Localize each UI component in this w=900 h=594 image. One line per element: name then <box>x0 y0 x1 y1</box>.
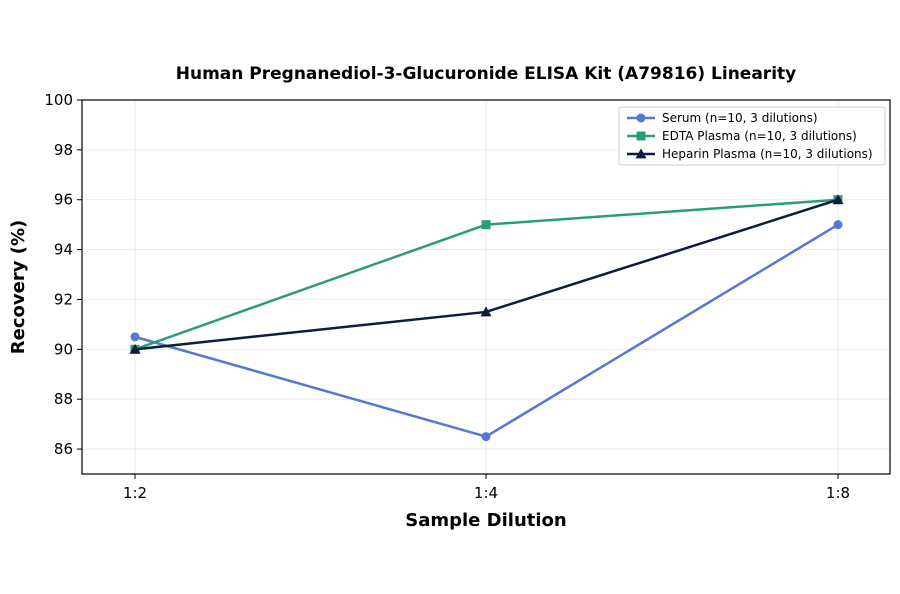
data-point <box>481 220 491 230</box>
legend-label: Heparin Plasma (n=10, 3 dilutions) <box>662 147 873 161</box>
series-1 <box>130 195 843 354</box>
data-point <box>480 306 492 317</box>
legend-marker <box>636 113 646 123</box>
x-axis-label: Sample Dilution <box>405 510 566 531</box>
data-point <box>130 332 140 342</box>
y-tick-label: 88 <box>54 390 73 408</box>
legend-item: EDTA Plasma (n=10, 3 dilutions) <box>627 129 857 143</box>
legend-marker <box>635 148 647 159</box>
y-tick-label: 92 <box>54 290 73 308</box>
x-tick-label: 1:2 <box>123 484 147 502</box>
series-layer <box>129 194 844 442</box>
y-tick-label: 94 <box>54 241 73 259</box>
series-2 <box>129 194 844 354</box>
series-line <box>134 223 839 438</box>
y-axis-label: Recovery (%) <box>8 220 29 354</box>
data-point <box>833 220 843 230</box>
x-tick-label: 1:8 <box>826 484 850 502</box>
legend-item: Heparin Plasma (n=10, 3 dilutions) <box>627 147 873 161</box>
y-tick-label: 98 <box>54 141 73 159</box>
x-tick-label: 1:4 <box>474 484 498 502</box>
series-0 <box>130 220 843 442</box>
data-point <box>481 432 491 442</box>
chart-title: Human Pregnanediol-3-Glucuronide ELISA K… <box>176 64 796 84</box>
y-tick-label: 90 <box>54 340 73 358</box>
legend-marker <box>636 131 646 141</box>
data-point <box>832 194 844 205</box>
legend-label: EDTA Plasma (n=10, 3 dilutions) <box>662 129 857 143</box>
legend-box <box>618 106 886 166</box>
legend-label: Serum (n=10, 3 dilutions) <box>662 111 818 125</box>
data-point <box>129 343 141 354</box>
axes: 86 88 90 92 94 96 98 100 1:2 1:4 1:8 <box>44 91 850 502</box>
y-tick-label: 86 <box>54 440 73 458</box>
y-tick-label: 96 <box>54 191 73 209</box>
legend: Serum (n=10, 3 dilutions) EDTA Plasma (n=… <box>618 106 886 166</box>
legend-item: Serum (n=10, 3 dilutions) <box>627 111 818 125</box>
y-tick-label: 100 <box>44 91 73 109</box>
